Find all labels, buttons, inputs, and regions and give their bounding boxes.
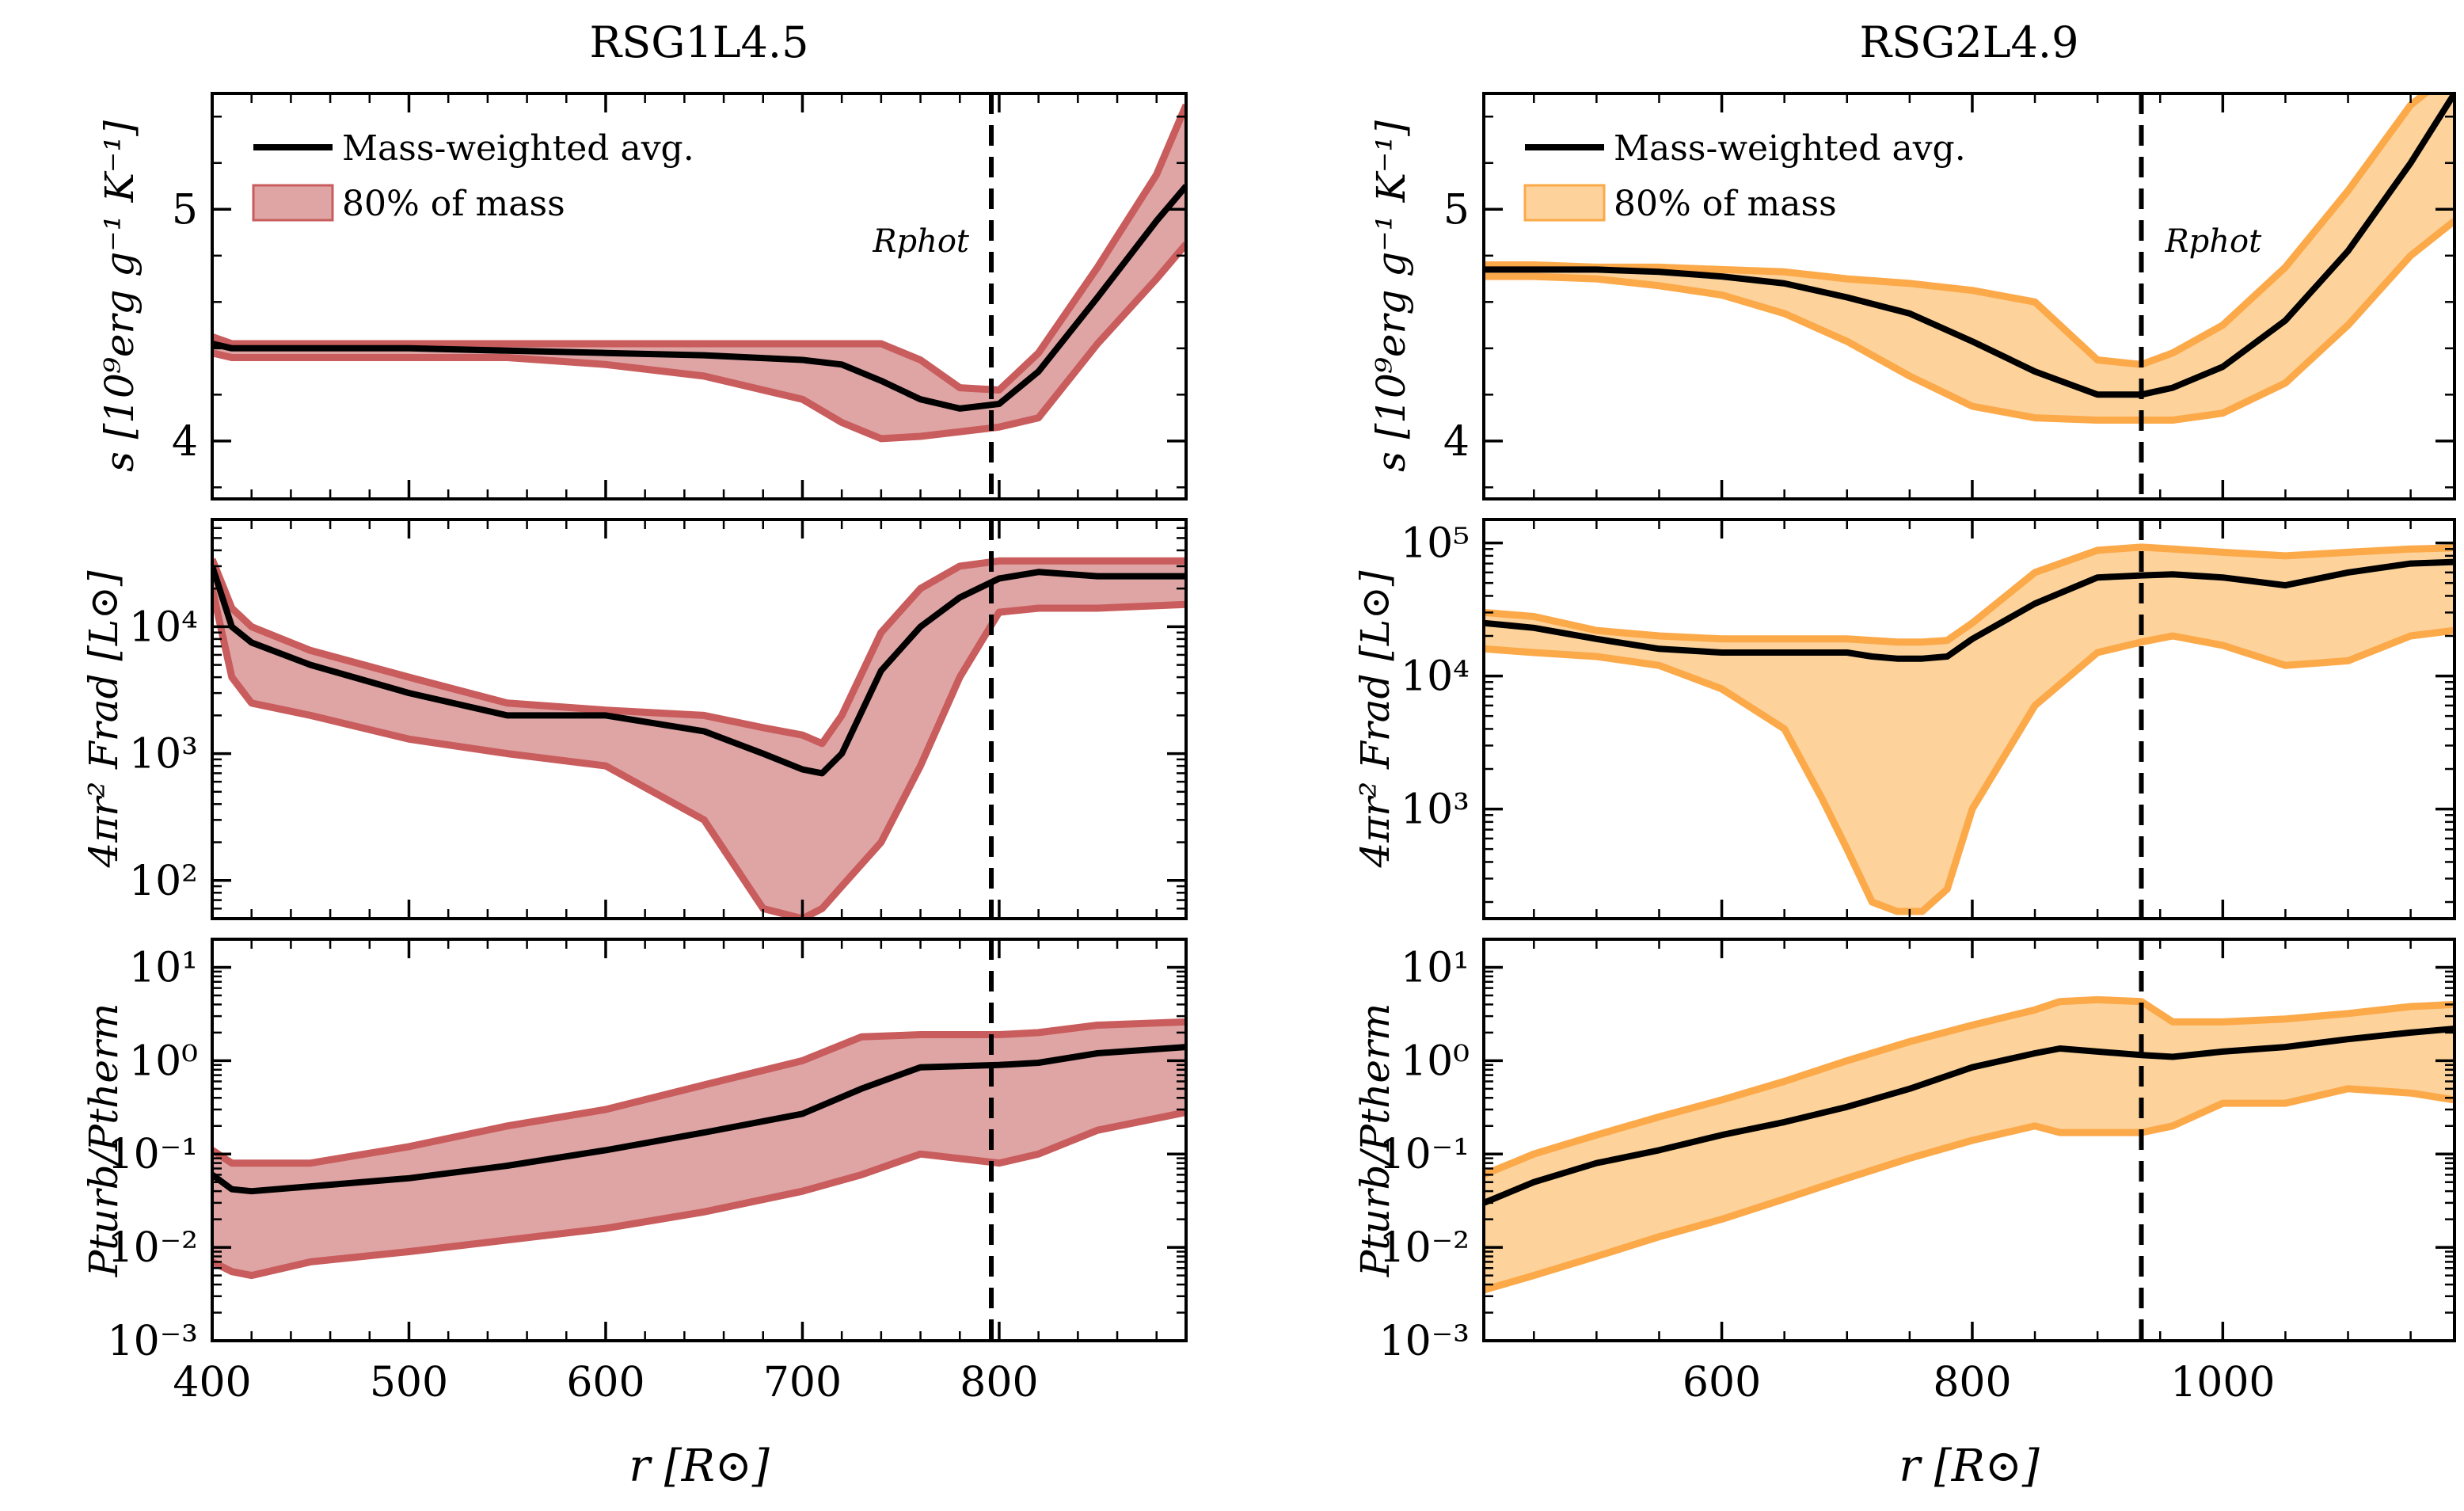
y-axis-label: s [10⁹erg g⁻¹ K⁻¹]	[97, 120, 143, 472]
ytick-label: 10⁻²	[108, 1224, 198, 1272]
ytick-label: 10⁻³	[1379, 1318, 1470, 1365]
legend-label-avg: Mass-weighted avg.	[342, 128, 694, 169]
axes-frame	[1482, 92, 2456, 500]
xtick-label: 700	[763, 1359, 842, 1406]
plot-area	[1484, 543, 2454, 915]
band-lower-line	[1484, 218, 2454, 424]
legend-band-swatch	[252, 184, 334, 222]
avg-line	[212, 565, 1186, 777]
xtick-label: 800	[960, 1359, 1038, 1406]
band-fill	[212, 1022, 1186, 1276]
panel-1-1: 4 5 s [10⁹erg g⁻¹ K⁻¹] RSG1L4.5 Mass-weighte…	[97, 17, 1188, 500]
y-axis-label: s [10⁹erg g⁻¹ K⁻¹]	[1368, 120, 1414, 472]
plot-area	[1484, 93, 2454, 424]
plot-area	[212, 557, 1186, 919]
x-axis-label: r [R⊙]	[629, 1441, 770, 1492]
ytick-label: 5	[172, 186, 198, 234]
avg-line	[212, 184, 1186, 412]
ytick-label: 10⁴	[1401, 653, 1470, 701]
panel-title: RSG1L4.5	[590, 17, 809, 67]
plot-area	[1484, 995, 2454, 1294]
plot-area	[212, 1018, 1186, 1280]
band-upper-line	[1484, 93, 2432, 368]
legend-label-band: 80% of mass	[1614, 184, 1837, 224]
band-lower-line	[1484, 626, 2454, 915]
band-fill	[1484, 93, 2454, 421]
ytick-label: 10¹	[129, 944, 198, 991]
ytick-label: 10¹	[1401, 944, 1470, 991]
ytick-label: 10⁴	[129, 603, 198, 651]
axes-frame	[211, 92, 1188, 500]
ytick-label: 10⁻²	[1379, 1224, 1470, 1272]
avg-line	[1484, 93, 2454, 398]
y-axis-label: 4πr² Frad [L⊙]	[1352, 570, 1398, 868]
band-upper-line	[1484, 543, 2454, 646]
band-upper-line	[1484, 995, 2454, 1178]
ytick-label: 10⁰	[129, 1037, 198, 1085]
y-axis-label: 4πr² Frad [L⊙]	[81, 570, 127, 868]
axes-frame	[1482, 938, 2456, 1342]
legend-band-swatch	[1523, 184, 1606, 222]
band-upper-line	[212, 103, 1186, 394]
ytick-label: 4	[172, 418, 198, 466]
band-upper-line	[212, 1018, 1186, 1167]
ytick-label: 10³	[129, 731, 198, 778]
rphot-label: Rphot	[872, 223, 970, 260]
y-axis-label: Pturb/Ptherm	[1352, 1003, 1398, 1278]
legend-label-avg: Mass-weighted avg.	[1614, 128, 1966, 169]
y-axis-label: Pturb/Ptherm	[81, 1003, 127, 1278]
ytick-label: 5	[1443, 186, 1470, 234]
xtick-label: 800	[1933, 1359, 2011, 1406]
legend-label-band: 80% of mass	[342, 184, 565, 224]
ytick-label: 10⁻³	[108, 1318, 198, 1365]
axes-frame	[1482, 518, 2456, 920]
ytick-label: 10⁻¹	[1379, 1131, 1470, 1178]
xtick-label: 500	[370, 1359, 448, 1406]
band-lower-line	[212, 1109, 1186, 1280]
band-fill	[1484, 546, 2454, 912]
ytick-label: 10⁵	[1401, 520, 1470, 568]
ytick-label: 10²	[129, 858, 198, 905]
x-axis-label: r [R⊙]	[1899, 1441, 2040, 1492]
xtick-label: 600	[1683, 1359, 1761, 1406]
ytick-label: 10³	[1401, 786, 1470, 834]
avg-line	[1484, 558, 2454, 662]
band-lower-line	[212, 588, 1186, 919]
xtick-label: 1000	[2170, 1359, 2275, 1406]
rphot-label: Rphot	[2165, 223, 2263, 260]
band-lower-line	[1484, 1085, 2454, 1294]
ytick-label: 10⁰	[1401, 1037, 1470, 1085]
band-upper-line	[212, 557, 1186, 748]
xtick-label: 600	[566, 1359, 645, 1406]
ytick-label: 10⁻¹	[108, 1131, 198, 1178]
panel-2-1: 4 5 s [10⁹erg g⁻¹ K⁻¹] RSG2L4.9 Mass-weighte…	[1368, 17, 2456, 500]
axes-frame	[211, 518, 1188, 920]
panel-title: RSG2L4.9	[1860, 17, 2079, 67]
band-fill	[212, 559, 1186, 919]
plot-area	[212, 103, 1186, 443]
band-lower-line	[212, 242, 1186, 443]
avg-line	[1484, 1026, 2454, 1206]
axes-frame	[211, 938, 1188, 1342]
xtick-label: 400	[173, 1359, 251, 1406]
avg-line	[212, 1044, 1186, 1195]
ytick-label: 4	[1443, 418, 1470, 466]
